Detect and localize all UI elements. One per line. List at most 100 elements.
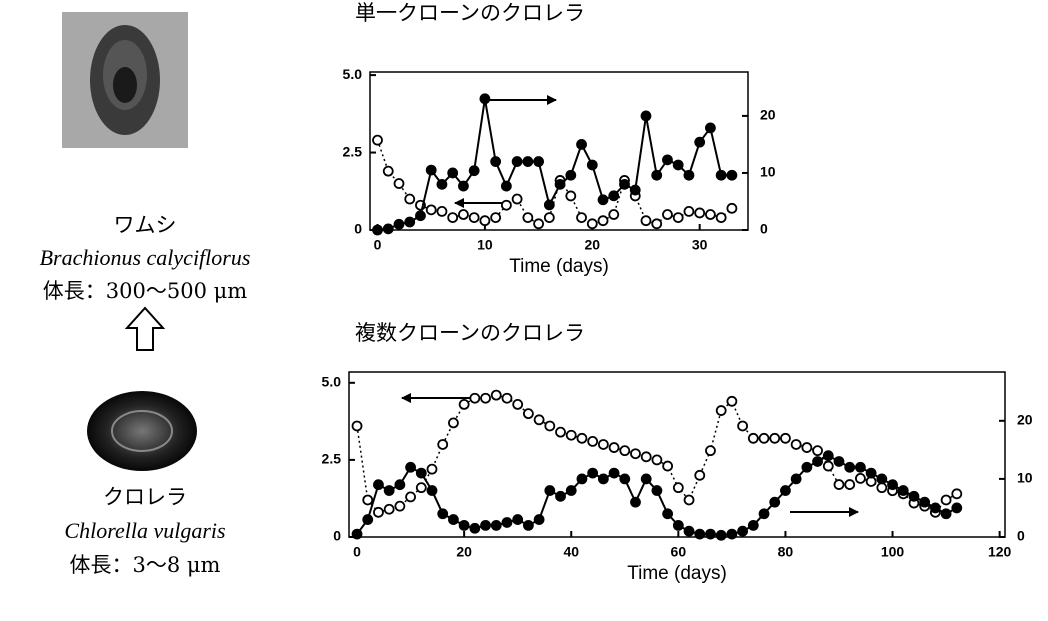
open-marker xyxy=(952,489,961,498)
filled-marker xyxy=(717,171,726,180)
open-marker xyxy=(535,415,544,424)
filled-marker xyxy=(567,486,576,495)
filled-marker xyxy=(631,186,640,195)
open-marker xyxy=(460,400,469,409)
filled-marker xyxy=(491,157,500,166)
open-marker xyxy=(727,204,736,213)
open-marker xyxy=(417,483,426,492)
open-marker xyxy=(663,462,672,471)
y-tick-label: 0 xyxy=(354,221,362,237)
filled-marker xyxy=(920,498,929,507)
filled-marker xyxy=(480,94,489,103)
x-tick-label: 0 xyxy=(353,544,361,560)
open-marker xyxy=(406,492,415,501)
open-marker xyxy=(523,213,532,222)
open-marker xyxy=(567,431,576,440)
open-marker xyxy=(491,213,500,222)
open-marker xyxy=(717,406,726,415)
filled-marker xyxy=(856,463,865,472)
filled-marker xyxy=(384,224,393,233)
open-marker xyxy=(373,136,382,145)
open-marker xyxy=(642,452,651,461)
filled-marker xyxy=(663,155,672,164)
x-tick-label: 120 xyxy=(988,544,1012,560)
x-tick-label: 100 xyxy=(881,544,905,560)
open-marker xyxy=(620,446,629,455)
filled-marker xyxy=(641,111,650,120)
filled-marker xyxy=(727,171,736,180)
open-marker xyxy=(781,434,790,443)
open-marker xyxy=(942,495,951,504)
open-marker xyxy=(845,480,854,489)
filled-marker xyxy=(524,521,533,530)
open-marker xyxy=(545,421,554,430)
open-marker xyxy=(674,483,683,492)
open-marker xyxy=(599,216,608,225)
x-tick-label: 60 xyxy=(671,544,687,560)
filled-marker xyxy=(588,160,597,169)
filled-marker xyxy=(781,486,790,495)
open-marker xyxy=(727,397,736,406)
filled-marker xyxy=(663,509,672,518)
y2-tick-label: 0 xyxy=(760,221,768,237)
size-label: 体長：3～8 μm xyxy=(70,553,221,577)
y2-tick-label: 20 xyxy=(1017,412,1033,428)
chart-title: 複数クローンのクロレラ xyxy=(355,321,585,345)
filled-marker xyxy=(535,515,544,524)
filled-marker xyxy=(417,469,426,478)
open-marker xyxy=(448,213,457,222)
open-marker xyxy=(770,434,779,443)
open-marker xyxy=(877,483,886,492)
filled-marker xyxy=(909,492,918,501)
filled-marker xyxy=(513,515,522,524)
open-marker xyxy=(652,219,661,228)
filled-marker xyxy=(545,486,554,495)
open-marker xyxy=(438,440,447,449)
filled-marker xyxy=(770,498,779,507)
open-marker xyxy=(363,495,372,504)
open-marker xyxy=(385,505,394,514)
filled-marker xyxy=(760,509,769,518)
open-marker xyxy=(663,210,672,219)
filled-marker xyxy=(556,180,565,189)
filled-marker xyxy=(405,218,414,227)
open-marker xyxy=(437,207,446,216)
open-marker xyxy=(353,421,362,430)
y2-tick-label: 20 xyxy=(760,107,776,123)
filled-marker xyxy=(834,457,843,466)
filled-marker xyxy=(427,166,436,175)
filled-marker xyxy=(599,474,608,483)
open-marker xyxy=(459,210,468,219)
open-marker xyxy=(534,219,543,228)
filled-marker xyxy=(749,521,758,530)
x-axis-label: Time (days) xyxy=(509,256,609,277)
open-marker xyxy=(588,437,597,446)
filled-marker xyxy=(566,171,575,180)
open-marker xyxy=(405,195,414,204)
open-marker xyxy=(749,434,758,443)
filled-marker xyxy=(545,200,554,209)
open-marker xyxy=(556,428,565,437)
x-tick-label: 10 xyxy=(477,237,493,253)
species-name: Brachionus calyciflorus xyxy=(40,245,251,270)
y-tick-label: 5.0 xyxy=(322,373,342,389)
filled-marker xyxy=(394,220,403,229)
x-tick-label: 20 xyxy=(456,544,472,560)
open-marker xyxy=(674,213,683,222)
open-marker xyxy=(631,449,640,458)
filled-marker xyxy=(449,515,458,524)
open-marker xyxy=(502,201,511,210)
filled-marker xyxy=(577,474,586,483)
open-marker xyxy=(524,409,533,418)
open-marker xyxy=(566,191,575,200)
open-marker xyxy=(395,502,404,511)
filled-marker xyxy=(437,180,446,189)
species-name: Chlorella vulgaris xyxy=(64,518,225,543)
filled-marker xyxy=(492,521,501,530)
open-marker xyxy=(760,434,769,443)
size-label: 体長：300～500 μm xyxy=(43,279,247,303)
open-marker xyxy=(609,210,618,219)
y-tick-label: 0 xyxy=(333,528,341,544)
filled-marker xyxy=(877,474,886,483)
filled-marker xyxy=(684,171,693,180)
